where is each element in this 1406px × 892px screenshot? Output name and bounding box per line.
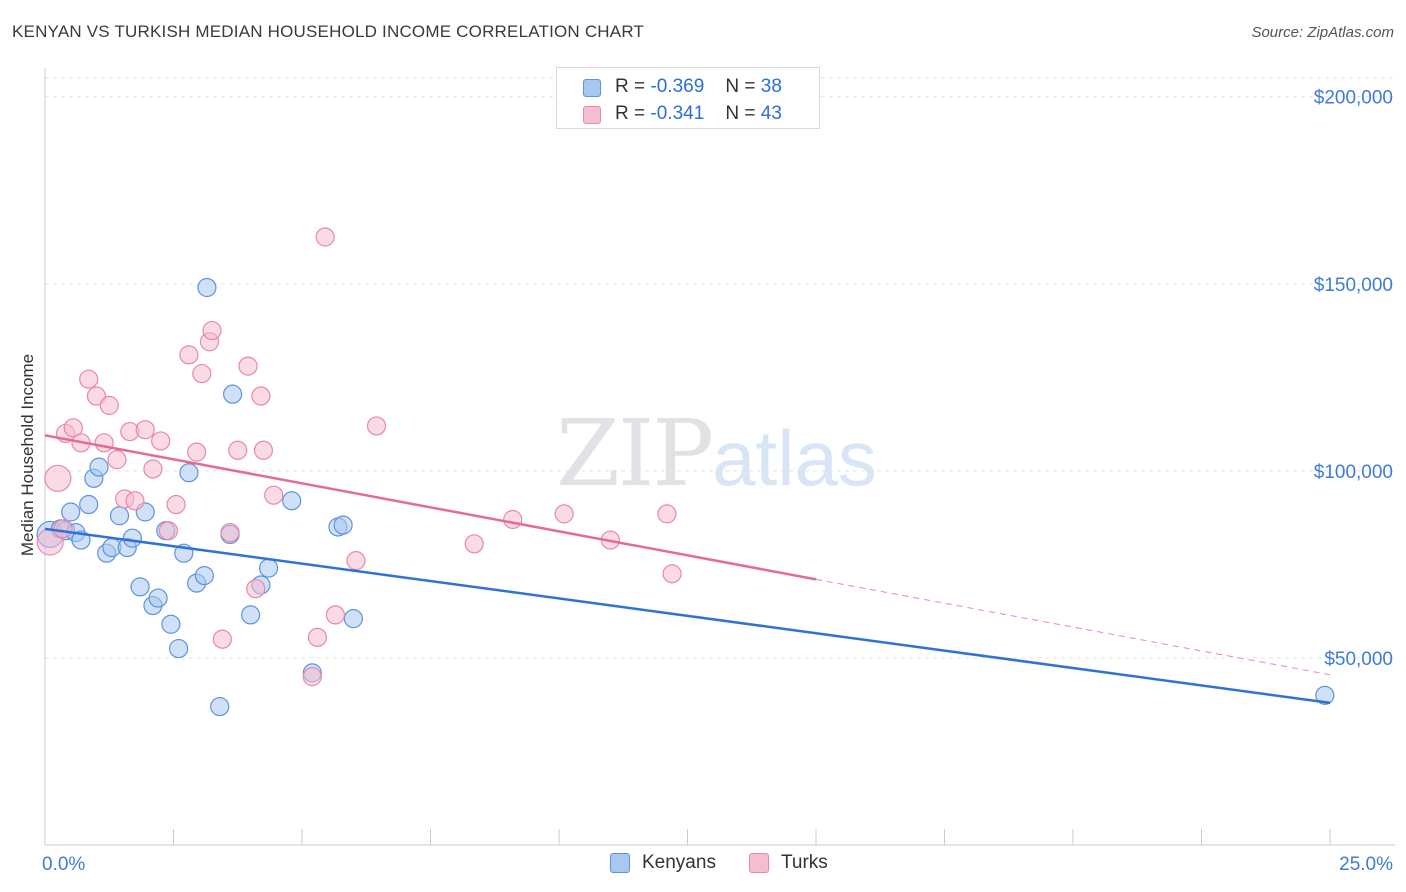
turk-point [464, 534, 484, 554]
turk-point [143, 459, 163, 479]
kenyan-point [241, 605, 261, 625]
turk-point [166, 494, 186, 515]
legend-n-value-kenyans: 38 [760, 76, 782, 97]
kenyan-point [343, 609, 363, 629]
turk-point [44, 464, 72, 492]
legend-r-label-turks: R = [615, 103, 646, 124]
kenyan-point [197, 277, 217, 298]
kenyan-point [333, 515, 353, 535]
kenyan-point [169, 638, 189, 659]
turk-point [307, 627, 328, 647]
turk-point [151, 431, 171, 451]
kenyan-point [130, 577, 150, 597]
turk-point [202, 320, 222, 341]
turk-point [346, 551, 366, 571]
turk-point [315, 227, 335, 247]
turk-point [94, 433, 114, 453]
turk-point [325, 605, 346, 625]
kenyan-point [1315, 685, 1335, 705]
kenyan-point [179, 463, 199, 483]
legend-swatch-turks [583, 106, 601, 124]
turk-point [657, 504, 677, 524]
legend-n-label-kenyans: N = [725, 76, 756, 97]
chart-title: KENYAN VS TURKISH MEDIAN HOUSEHOLD INCOM… [12, 22, 645, 41]
turk-point [158, 521, 178, 541]
turk-point [192, 363, 212, 384]
watermark: ZIPatlas [556, 400, 877, 507]
legend-r-value-turks: -0.341 [650, 103, 705, 124]
kenyan-point [194, 566, 214, 586]
turk-trend-line [44, 434, 817, 581]
y-tick-label: $150,000 [1314, 275, 1393, 296]
turk-point [662, 564, 682, 584]
legend-swatch-kenyans [583, 79, 601, 97]
legend-r-value-kenyans: -0.369 [650, 76, 705, 97]
kenyan-point [79, 494, 99, 515]
watermark-zip: ZIP [556, 400, 714, 507]
correlation-legend: R = -0.369 N = 38 R = -0.341 N = 43 [556, 67, 820, 129]
legend-n-label-turks: N = [725, 103, 756, 124]
kenyan-point [109, 506, 130, 526]
y-axis-label: Median Household Income [18, 353, 37, 557]
turk-point [53, 519, 73, 539]
turk-point [135, 420, 155, 440]
turk-point [125, 491, 145, 511]
turk-point [246, 579, 266, 599]
y-tick-label: $100,000 [1314, 462, 1393, 483]
turk-point [302, 667, 322, 687]
kenyan-point [89, 457, 109, 477]
kenyan-point [61, 502, 81, 522]
bottom-legend-label-turks: Turks [781, 852, 828, 873]
kenyan-point [210, 696, 230, 717]
kenyan-point [122, 528, 142, 548]
turk-point [79, 369, 99, 389]
legend-n-value-turks: 43 [760, 103, 782, 124]
bottom-legend-swatch-kenyans [610, 853, 630, 873]
turk-point [554, 504, 574, 524]
turk-point [220, 522, 240, 543]
bottom-legend-label-kenyans: Kenyans [642, 852, 716, 873]
turk-point [179, 345, 199, 365]
y-tick-label: $200,000 [1314, 88, 1393, 109]
turk-point [238, 356, 258, 376]
turk-point [253, 440, 274, 460]
turk-point [86, 386, 107, 406]
turk-point [187, 442, 207, 462]
x-tick-label: 0.0% [42, 854, 85, 875]
source-label: Source: ZipAtlas.com [1251, 24, 1394, 41]
bottom-legend-swatch-turks [749, 853, 769, 873]
kenyan-point [258, 558, 279, 578]
kenyan-trend-line [44, 527, 1331, 705]
kenyan-point [223, 384, 243, 404]
turk-point [63, 418, 83, 438]
kenyan-point [282, 491, 302, 511]
turk-point [107, 450, 127, 470]
turk-point [228, 440, 248, 460]
y-tick-label: $50,000 [1324, 649, 1393, 670]
turk-trend-extension [815, 578, 1331, 676]
kenyan-point [161, 614, 181, 634]
turk-point [99, 395, 119, 415]
turk-point [366, 416, 387, 436]
x-tick-label: 25.0% [1339, 854, 1393, 875]
watermark-atlas: atlas [712, 414, 877, 502]
kenyan-point [148, 588, 168, 608]
turk-point [264, 485, 284, 505]
turk-point [251, 386, 271, 406]
legend-r-label-kenyans: R = [615, 76, 646, 97]
turk-point [212, 629, 232, 649]
turk-point [503, 509, 523, 530]
